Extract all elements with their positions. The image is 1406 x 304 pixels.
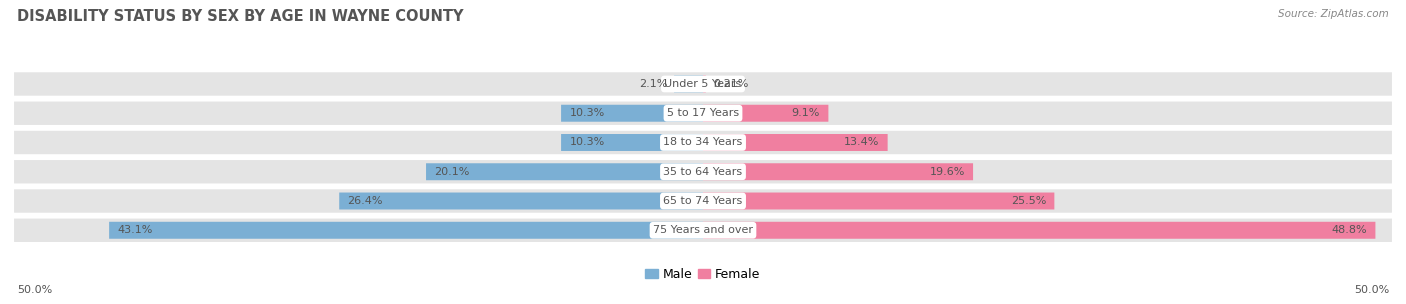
Text: 2.1%: 2.1% (638, 79, 668, 89)
Text: 26.4%: 26.4% (347, 196, 382, 206)
Text: 35 to 64 Years: 35 to 64 Years (664, 167, 742, 177)
FancyBboxPatch shape (426, 163, 703, 180)
FancyBboxPatch shape (14, 160, 1392, 183)
Text: 10.3%: 10.3% (569, 108, 605, 118)
Text: DISABILITY STATUS BY SEX BY AGE IN WAYNE COUNTY: DISABILITY STATUS BY SEX BY AGE IN WAYNE… (17, 9, 464, 24)
FancyBboxPatch shape (14, 102, 1392, 125)
Text: Under 5 Years: Under 5 Years (665, 79, 741, 89)
Text: 13.4%: 13.4% (844, 137, 879, 147)
FancyBboxPatch shape (14, 219, 1392, 242)
Text: 65 to 74 Years: 65 to 74 Years (664, 196, 742, 206)
FancyBboxPatch shape (703, 222, 1375, 239)
FancyBboxPatch shape (703, 75, 706, 92)
Text: 19.6%: 19.6% (929, 167, 965, 177)
Text: 18 to 34 Years: 18 to 34 Years (664, 137, 742, 147)
FancyBboxPatch shape (110, 222, 703, 239)
Text: 5 to 17 Years: 5 to 17 Years (666, 108, 740, 118)
Text: 20.1%: 20.1% (434, 167, 470, 177)
Text: 43.1%: 43.1% (117, 225, 153, 235)
Text: 10.3%: 10.3% (569, 137, 605, 147)
Text: 9.1%: 9.1% (792, 108, 820, 118)
Legend: Male, Female: Male, Female (641, 263, 765, 286)
FancyBboxPatch shape (703, 192, 1054, 209)
FancyBboxPatch shape (561, 134, 703, 151)
Text: 75 Years and over: 75 Years and over (652, 225, 754, 235)
FancyBboxPatch shape (339, 192, 703, 209)
Text: 50.0%: 50.0% (17, 285, 52, 295)
FancyBboxPatch shape (561, 105, 703, 122)
Text: 0.21%: 0.21% (713, 79, 748, 89)
FancyBboxPatch shape (14, 189, 1392, 213)
Text: 50.0%: 50.0% (1354, 285, 1389, 295)
Text: Source: ZipAtlas.com: Source: ZipAtlas.com (1278, 9, 1389, 19)
FancyBboxPatch shape (703, 105, 828, 122)
Text: 48.8%: 48.8% (1331, 225, 1367, 235)
FancyBboxPatch shape (673, 75, 703, 92)
FancyBboxPatch shape (703, 134, 887, 151)
FancyBboxPatch shape (14, 131, 1392, 154)
Text: 25.5%: 25.5% (1011, 196, 1046, 206)
FancyBboxPatch shape (703, 163, 973, 180)
FancyBboxPatch shape (14, 72, 1392, 96)
